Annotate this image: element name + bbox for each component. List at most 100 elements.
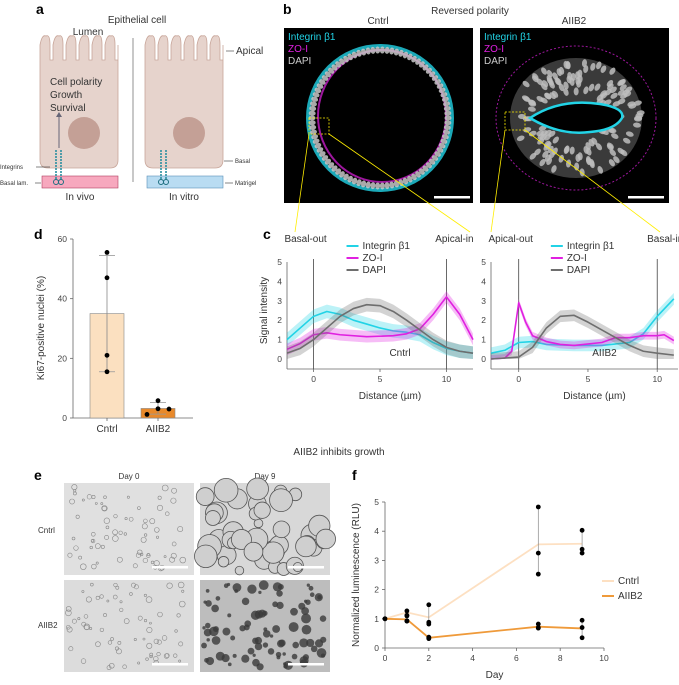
nucleus-dapi <box>370 182 376 190</box>
nucleus-dapi <box>441 96 449 102</box>
organoid <box>232 583 242 592</box>
nucleus-dapi <box>607 83 614 91</box>
x-tick-label: 8 <box>558 653 563 663</box>
chart-f-luminescence: 0 1 2 3 4 5 0 2 4 6 8 10 Day Normalized luminescence … <box>351 497 643 681</box>
organoid <box>123 618 130 624</box>
nucleus-dapi <box>428 71 436 78</box>
nucleus-dapi <box>393 48 400 56</box>
y-tick-label: 3 <box>481 296 486 306</box>
boundary-label-1: Apical-in <box>435 234 473 245</box>
nucleus-dapi <box>609 67 616 75</box>
nucleus-dapi <box>633 100 642 106</box>
nucleus-dapi <box>308 120 316 126</box>
nucleus-dapi <box>321 75 329 81</box>
organoid <box>170 552 177 559</box>
boundary-label-1: Basal-in <box>647 234 679 245</box>
organoid <box>227 662 232 667</box>
nucleus-dapi <box>529 152 537 160</box>
data-point <box>579 617 585 623</box>
nucleus-dapi <box>536 78 544 86</box>
nucleus-dapi <box>389 181 395 189</box>
series-line-ZO-I <box>286 296 474 351</box>
organoid <box>276 655 281 660</box>
organoid <box>103 495 107 499</box>
organoid <box>253 501 271 519</box>
legend-zo1-cntrl: ZO-I <box>288 44 308 55</box>
organoid <box>100 502 104 506</box>
data-point <box>579 527 585 533</box>
organoid <box>80 658 87 664</box>
nucleus-dapi <box>434 79 441 85</box>
nucleus-dapi <box>627 101 636 107</box>
matrigel-label: Matrigel <box>235 181 256 187</box>
organoid <box>145 657 149 661</box>
organoid <box>247 584 257 594</box>
nucleus-dapi <box>521 95 530 101</box>
organoid <box>143 619 148 623</box>
organoid <box>239 625 246 632</box>
organoid <box>272 520 291 539</box>
organoid <box>137 506 141 510</box>
organoid <box>132 563 138 569</box>
y-tick-label: 0 <box>481 354 486 364</box>
x-tick-label: 2 <box>426 653 431 663</box>
nucleus-dapi <box>607 142 614 150</box>
nucleus-dapi <box>415 171 421 178</box>
integrin-icon <box>163 179 169 185</box>
organoid <box>201 642 207 649</box>
nucleus-dapi <box>389 47 395 55</box>
organoid <box>126 495 130 499</box>
nucleus-dapi <box>411 173 417 181</box>
organoid <box>176 613 181 618</box>
organoid <box>306 638 315 648</box>
nucleus-dapi <box>310 129 317 135</box>
condition-annotation: Cntrl <box>389 348 410 359</box>
x-tick-label: 10 <box>442 374 452 384</box>
panel-a-schematic: Epithelial cell Lumen Cell polarity Grow… <box>0 15 263 203</box>
x-tick-label: 0 <box>383 653 388 663</box>
row-cntrl: Cntrl <box>38 526 55 535</box>
micrograph-cntrl <box>284 28 473 203</box>
panel-b-micrographs: Reversed polarity Cntrl AIIB2 Integrin β… <box>284 6 669 233</box>
organoid <box>149 652 154 657</box>
organoid <box>163 653 170 659</box>
organoid <box>217 556 230 568</box>
nucleus-dapi <box>563 146 570 154</box>
nucleus-dapi <box>425 67 432 74</box>
organoid <box>165 511 170 516</box>
nucleus-dapi <box>555 77 562 86</box>
organoid <box>99 627 104 633</box>
series-line-DAPI <box>490 314 674 360</box>
chart-c-aiib2: 0 1 2 3 4 5 0 5 10 Apical-out Basal-in Integrin β1Z… <box>481 234 679 402</box>
organoid <box>101 505 107 511</box>
nucleus-dapi <box>411 55 417 63</box>
confidence-band <box>287 297 473 359</box>
nucleus-dapi <box>528 101 537 107</box>
organoid <box>106 599 110 603</box>
nucleus-dapi <box>608 159 616 167</box>
nucleus-dapi <box>370 46 376 54</box>
nucleus-dapi <box>583 146 589 154</box>
organoid <box>84 624 90 630</box>
micrograph-title: Reversed polarity <box>431 6 509 17</box>
nucleus-dapi <box>612 101 621 107</box>
organoid <box>156 535 160 539</box>
organoid <box>112 535 119 542</box>
y-tick-label: 3 <box>374 555 379 565</box>
organoid <box>114 646 119 651</box>
organoid <box>221 654 230 663</box>
organoid <box>122 664 127 669</box>
nucleus-dapi <box>384 46 390 54</box>
organoid <box>143 533 148 537</box>
nucleus-dapi <box>619 84 627 91</box>
nucleus-dapi <box>316 83 324 89</box>
organoid <box>171 487 177 494</box>
organoid <box>163 555 167 559</box>
organoid <box>263 627 268 632</box>
organoid <box>103 517 110 524</box>
organoid <box>146 626 153 634</box>
organoid <box>129 592 133 596</box>
condition-annotation: AIIB2 <box>592 348 617 359</box>
organoid <box>137 549 143 556</box>
organoid <box>243 541 264 562</box>
